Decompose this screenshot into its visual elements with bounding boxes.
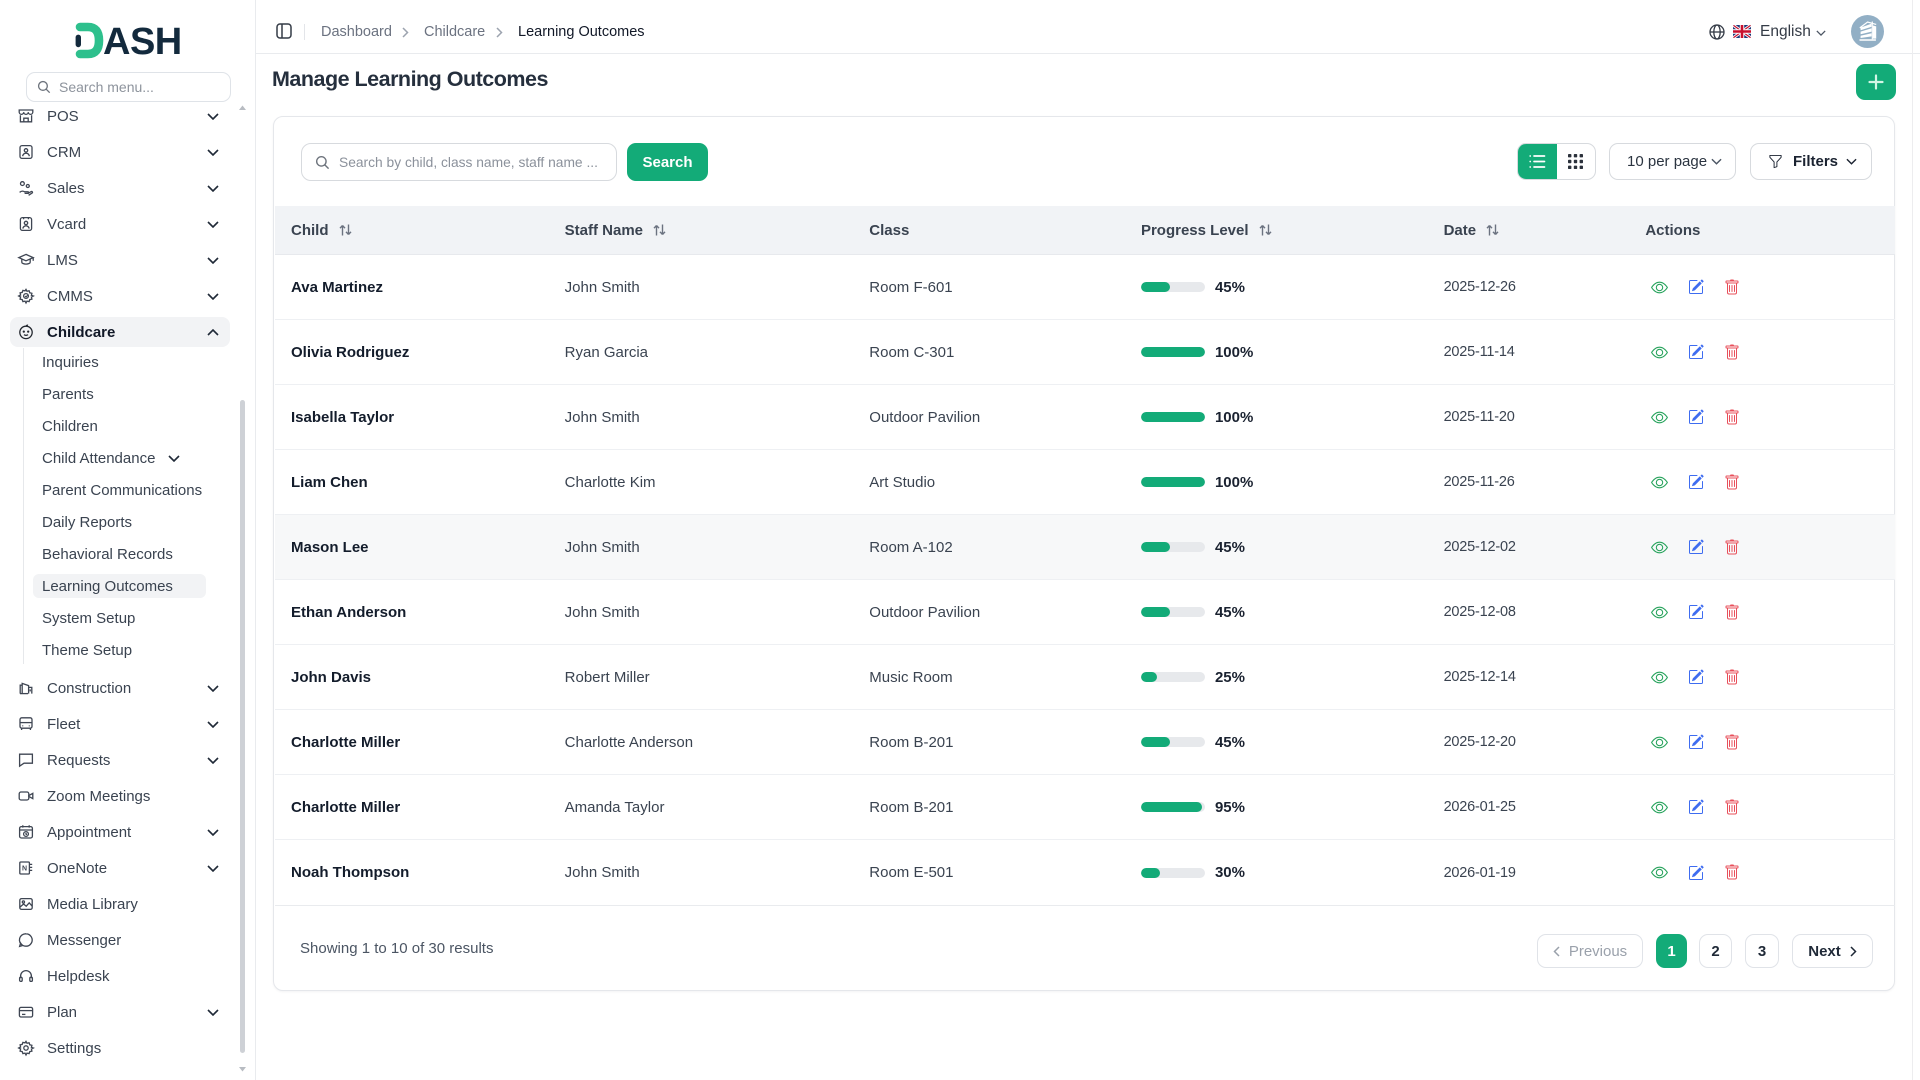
svg-text:N: N <box>22 866 27 873</box>
svg-text:ASH: ASH <box>103 22 182 59</box>
